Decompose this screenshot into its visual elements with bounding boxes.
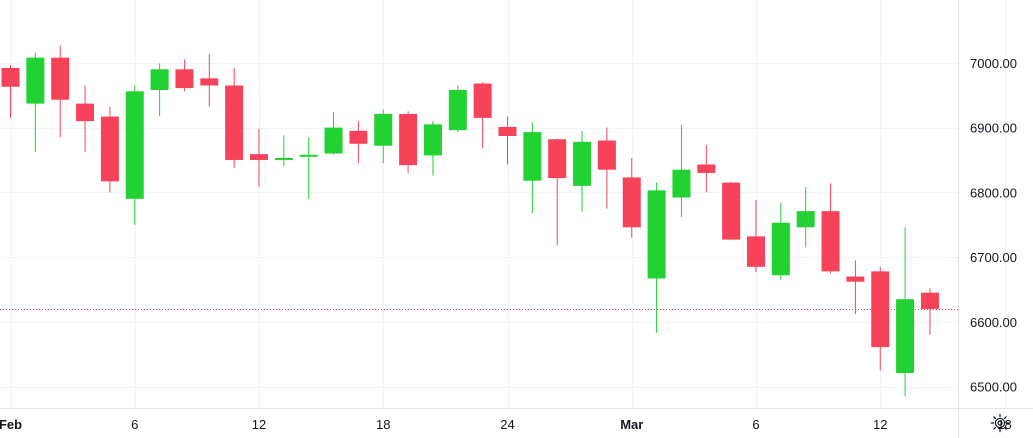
candle-down [871,266,890,371]
candle-body [399,113,418,166]
candles [1,45,939,397]
candle-down [697,145,716,193]
candle-body [796,211,815,228]
candle-down [473,82,492,149]
price-tick-label: 7000.00 [970,56,1017,71]
candle-down [51,45,70,138]
candle-down [175,59,194,92]
candle-body [871,271,890,348]
price-tick-label: 6800.00 [970,185,1017,200]
candle-down [399,111,418,173]
candle-body [821,211,840,272]
candle-body [498,126,517,136]
date-tick-label: 6 [131,417,138,432]
candle-down [76,85,95,153]
candle-body [920,292,939,309]
candle-body [274,158,293,161]
candle-body [846,276,865,282]
date-tick-label: Feb [0,417,22,432]
candle-up [299,137,318,199]
candle-body [150,69,169,91]
candle-body [26,57,45,104]
date-tick-label: 12 [252,417,266,432]
candle-body [473,83,492,118]
candle-down [821,183,840,274]
price-tick-label: 6600.00 [970,315,1017,330]
candle-down [622,158,641,238]
candle-up [374,109,393,164]
candle-down [722,181,741,240]
candle-up [125,85,144,225]
candle-body [1,68,20,87]
candle-body [175,69,194,89]
gear-icon [990,413,1010,433]
price-tick-label: 6500.00 [970,380,1017,395]
candle-body [448,90,467,131]
price-axis[interactable]: 7000.00 6900.00 6800.00 6700.00 6600.00 6500.… [970,56,1017,395]
candle-up [150,63,169,116]
date-tick-label: Mar [620,417,643,432]
candle-up [647,182,666,333]
candle-body [597,140,616,170]
candle-up [274,135,293,167]
date-tick-label: 12 [873,417,887,432]
candle-down [548,138,567,246]
candle-down [920,288,939,335]
candle-body [672,169,691,198]
date-tick-label: 24 [500,417,514,432]
candle-down [100,106,119,193]
date-tick-label: 18 [376,417,390,432]
candle-down [1,65,20,118]
candle-body [200,78,219,86]
candle-body [548,139,567,179]
candle-body [722,182,741,240]
candle-body [647,190,666,279]
candle-down [225,68,244,168]
candle-up [423,121,442,176]
candle-up [896,227,915,397]
candle-down [498,116,517,165]
candle-body [747,236,765,267]
settings-button[interactable] [985,408,1015,438]
candle-up [796,187,815,248]
candle-up [26,52,45,153]
candle-body [225,85,244,160]
candle-up [573,130,592,212]
candle-body [573,141,592,186]
candle-body [250,154,268,160]
candle-body [125,91,144,199]
candle-up [771,202,790,280]
candle-body [100,116,119,182]
candle-up [448,85,467,133]
candle-body [622,177,641,228]
candle-down [846,260,865,315]
candle-up [672,124,691,217]
candle-down [250,128,268,188]
candle-body [374,113,393,146]
candle-down [349,121,368,164]
candle-body [76,103,95,122]
time-axis[interactable]: Feb6121824Mar6121824 [0,417,1033,432]
candle-body [299,154,318,157]
candle-body [896,299,915,374]
candle-down [597,127,616,209]
price-tick-label: 6900.00 [970,121,1017,136]
candle-down [200,53,219,107]
candle-body [51,57,70,100]
candle-body [324,127,343,154]
candle-up [324,112,343,155]
candle-body [423,124,442,156]
candle-body [697,164,716,173]
candle-body [349,130,368,144]
candle-up [523,122,542,214]
price-tick-label: 6700.00 [970,250,1017,265]
candle-body [771,222,790,276]
date-tick-label: 6 [752,417,759,432]
candle-body [523,132,542,181]
candle-down [747,200,765,272]
